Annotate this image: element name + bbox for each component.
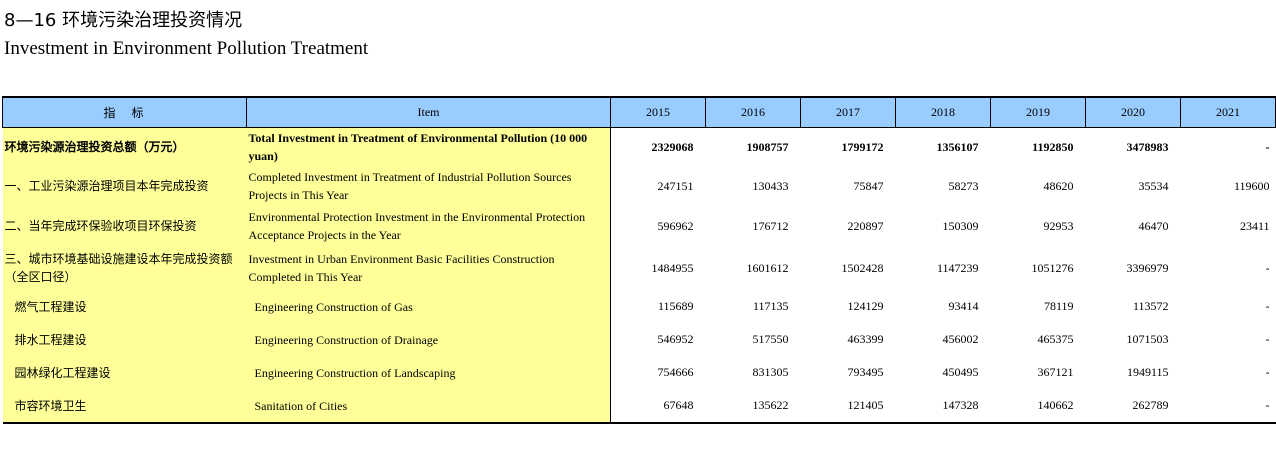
table-row: 燃气工程建设 Engineering Construction of Gas 1… xyxy=(2,290,1276,323)
value-cell: 58273 xyxy=(948,178,979,193)
row-label-cn: 二、当年完成环保验收项目环保投资 xyxy=(2,206,247,246)
value-cell: 465375 xyxy=(1037,332,1074,346)
value-cell: 1147239 xyxy=(936,260,979,275)
value-cell: 1051276 xyxy=(1031,260,1074,275)
table-row: 市容环境卫生 Sanitation of Cities 67648 135622… xyxy=(2,389,1276,424)
page-title-en: Investment in Environment Pollution Trea… xyxy=(4,38,369,59)
investment-table: 指 标 Item 2015 2016 2017 2018 2019 2020 2… xyxy=(2,96,1276,424)
value-cell: 3478983 xyxy=(1085,127,1181,166)
table-row: 排水工程建设 Engineering Construction of Drain… xyxy=(2,323,1276,356)
value-cell: 456002 xyxy=(942,332,979,346)
value-cell: 176712 xyxy=(752,218,789,233)
value-cell: 546952 xyxy=(657,332,694,346)
table-row: 一、工业污染源治理项目本年完成投资 Completed Investment i… xyxy=(2,166,1276,206)
value-cell: 1502428 xyxy=(841,260,884,275)
value-cell: 140662 xyxy=(990,389,1086,424)
value-cell: 48620 xyxy=(1043,178,1074,193)
value-cell: 220897 xyxy=(847,218,884,233)
value-cell: 1356107 xyxy=(895,127,991,166)
value-cell: 831305 xyxy=(752,365,789,379)
value-cell: 23411 xyxy=(1239,218,1270,233)
row-label-cn: 排水工程建设 xyxy=(2,323,247,356)
value-cell: 35534 xyxy=(1138,178,1169,193)
header-year: 2016 xyxy=(705,96,801,128)
header-year: 2019 xyxy=(990,96,1086,128)
row-label-cn: 一、工业污染源治理项目本年完成投资 xyxy=(2,166,247,206)
value-cell: 463399 xyxy=(847,332,884,346)
row-label-en: Engineering Construction of Landscaping xyxy=(246,356,611,389)
value-cell: 754666 xyxy=(657,365,694,379)
row-label-en: Investment in Urban Environment Basic Fa… xyxy=(246,246,611,290)
value-cell: 121405 xyxy=(800,389,896,424)
header-year: 2018 xyxy=(895,96,991,128)
row-label-cn: 市容环境卫生 xyxy=(2,389,247,424)
value-cell: 1601612 xyxy=(746,260,789,275)
value-cell: 1192850 xyxy=(990,127,1086,166)
header-year: 2017 xyxy=(800,96,896,128)
header-year: 2020 xyxy=(1085,96,1181,128)
value-cell: 1799172 xyxy=(800,127,896,166)
row-label-cn: 环境污染源治理投资总额（万元） xyxy=(2,127,247,166)
row-label-en: Total Investment in Treatment of Environ… xyxy=(246,127,611,166)
value-cell: - xyxy=(1265,299,1270,313)
value-cell: 247151 xyxy=(657,178,694,193)
value-cell: - xyxy=(1180,127,1276,166)
value-cell: 130433 xyxy=(752,178,789,193)
value-cell: 1908757 xyxy=(705,127,801,166)
value-cell: 135622 xyxy=(705,389,801,424)
header-item: Item xyxy=(246,96,611,128)
value-cell: 517550 xyxy=(752,332,789,346)
value-cell: 93414 xyxy=(948,299,979,313)
value-cell: 793495 xyxy=(847,365,884,379)
row-label-en: Engineering Construction of Drainage xyxy=(246,323,611,356)
value-cell: 367121 xyxy=(1037,365,1074,379)
value-cell: 2329068 xyxy=(610,127,706,166)
table-row: 环境污染源治理投资总额（万元） Total Investment in Trea… xyxy=(2,127,1276,166)
table-header-row: 指 标 Item 2015 2016 2017 2018 2019 2020 2… xyxy=(2,96,1276,128)
row-label-cn: 燃气工程建设 xyxy=(2,290,247,323)
value-cell: 115689 xyxy=(657,299,694,313)
value-cell: 150309 xyxy=(942,218,979,233)
table-row: 园林绿化工程建设 Engineering Construction of Lan… xyxy=(2,356,1276,389)
value-cell: 119600 xyxy=(1233,178,1270,193)
value-cell: 124129 xyxy=(847,299,884,313)
row-label-en: Sanitation of Cities xyxy=(246,389,611,424)
value-cell: - xyxy=(1265,332,1270,346)
value-cell: 450495 xyxy=(942,365,979,379)
value-cell: 147328 xyxy=(895,389,991,424)
value-cell: 113572 xyxy=(1132,299,1169,313)
value-cell: 1484955 xyxy=(651,260,694,275)
value-cell: - xyxy=(1265,365,1270,379)
value-cell: 75847 xyxy=(853,178,884,193)
table-row: 三、城市环境基础设施建设本年完成投资额（全区口径） Investment in … xyxy=(2,246,1276,290)
value-cell: - xyxy=(1265,260,1270,275)
header-year: 2021 xyxy=(1180,96,1276,128)
value-cell: - xyxy=(1180,389,1276,424)
row-label-en: Environmental Protection Investment in t… xyxy=(246,206,611,246)
value-cell: 92953 xyxy=(1043,218,1074,233)
value-cell: 596962 xyxy=(657,218,694,233)
value-cell: 1949115 xyxy=(1126,365,1169,379)
page-title-cn: 8—16 环境污染治理投资情况 xyxy=(4,10,243,31)
value-cell: 3396979 xyxy=(1126,260,1169,275)
value-cell: 117135 xyxy=(752,299,789,313)
value-cell: 46470 xyxy=(1138,218,1169,233)
row-label-en: Completed Investment in Treatment of Ind… xyxy=(246,166,611,206)
value-cell: 1071503 xyxy=(1126,332,1169,346)
header-year: 2015 xyxy=(610,96,706,128)
table-row: 二、当年完成环保验收项目环保投资 Environmental Protectio… xyxy=(2,206,1276,246)
value-cell: 78119 xyxy=(1043,299,1074,313)
row-label-cn: 三、城市环境基础设施建设本年完成投资额（全区口径） xyxy=(2,246,247,290)
value-cell: 67648 xyxy=(610,389,706,424)
row-label-cn: 园林绿化工程建设 xyxy=(2,356,247,389)
header-indicator: 指 标 xyxy=(2,96,247,128)
row-label-en: Engineering Construction of Gas xyxy=(246,290,611,323)
value-cell: 262789 xyxy=(1085,389,1181,424)
